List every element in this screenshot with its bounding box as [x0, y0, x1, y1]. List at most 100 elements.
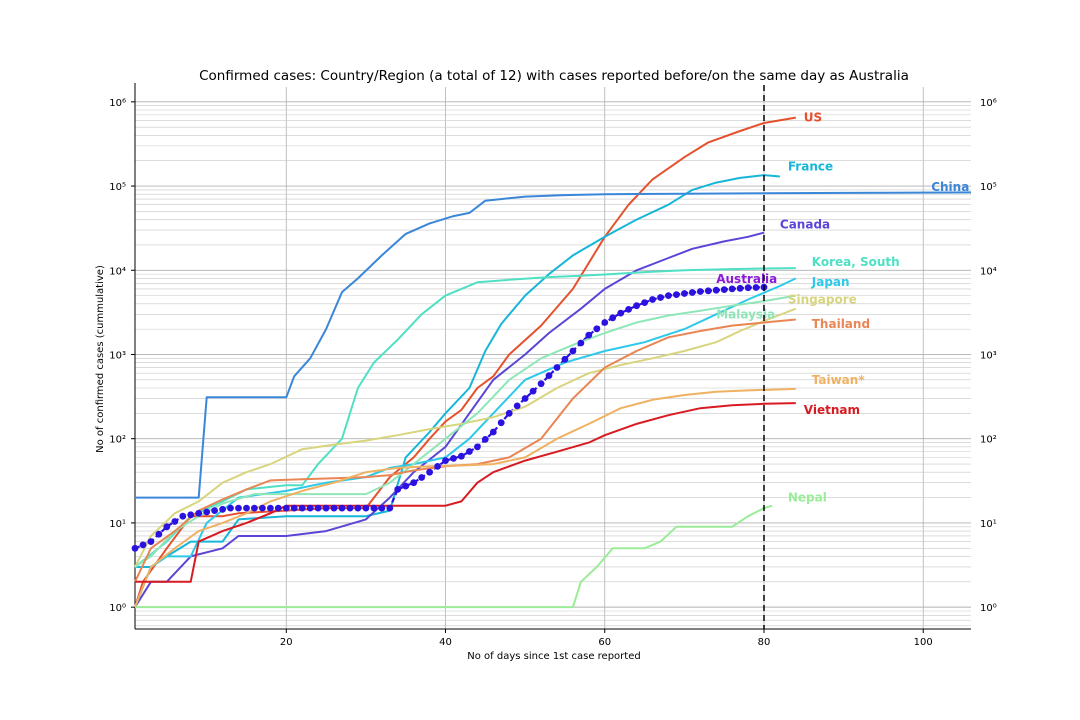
series-label: France [788, 160, 833, 174]
series-line-taiwan- [134, 387, 796, 608]
highlight-point [728, 285, 736, 293]
highlight-point [609, 314, 617, 322]
series-label: China [931, 180, 969, 194]
highlight-point [529, 387, 537, 395]
highlight-point [665, 292, 672, 299]
highlight-point [418, 474, 425, 481]
y-tick-label-left: 10² [109, 435, 126, 446]
x-ticks: 20 40 60 80 100 [280, 629, 933, 648]
series-line-singapore [134, 307, 797, 568]
highlight-point [274, 504, 282, 512]
highlight-point [290, 504, 298, 512]
highlight-point [179, 512, 187, 520]
x-tick-label: 20 [280, 637, 293, 648]
y-tick-label-right: 10⁵ [980, 182, 997, 193]
highlight-point [657, 294, 664, 301]
highlight-point [227, 504, 234, 512]
highlight-point [187, 511, 195, 519]
x-tick-label: 60 [598, 637, 611, 648]
highlight-point [537, 380, 545, 388]
highlight-point [251, 504, 258, 512]
highlight-point [155, 530, 163, 538]
highlight-point [601, 319, 609, 326]
highlight-point [720, 286, 728, 293]
highlight-point [267, 504, 274, 512]
highlight-point [426, 468, 433, 476]
highlight-point [346, 504, 354, 512]
highlight-point [497, 419, 505, 427]
highlight-point [298, 504, 306, 512]
series-label: Australia [716, 272, 777, 286]
series-line-thailand [134, 318, 796, 583]
y-tick-label-right: 10⁰ [980, 603, 997, 614]
highlight-point [736, 284, 744, 292]
y-tick-label-right: 10⁶ [980, 98, 997, 109]
highlight-point [378, 504, 386, 512]
chart-title: Confirmed cases: Country/Region (a total… [199, 68, 909, 84]
x-axis-label: No of days since 1st case reported [467, 651, 640, 662]
highlight-point [649, 296, 656, 303]
series-label: Nepal [788, 491, 827, 505]
y-axis-label: No of confirmed cases (cummulative) [95, 265, 106, 453]
series-label: Japan [811, 275, 850, 289]
series-label: Vietnam [804, 403, 860, 417]
y-tick-label-right: 10⁴ [980, 266, 997, 277]
highlight-point [171, 518, 179, 525]
highlight-point [466, 448, 473, 455]
highlight-point [704, 287, 712, 295]
highlight-point [211, 507, 219, 514]
highlight-point [410, 479, 418, 487]
highlight-point [712, 286, 720, 294]
highlight-point [235, 504, 242, 512]
series-line-vietnam [135, 402, 796, 583]
x-tick-label: 40 [439, 637, 452, 648]
highlight-point [633, 302, 640, 310]
highlight-point [195, 509, 203, 517]
series-label: Thailand [812, 317, 870, 331]
y-tick-label-right: 10² [980, 435, 997, 446]
highlight-point [362, 504, 370, 512]
series-label: Taiwan* [812, 373, 866, 387]
highlight-point [402, 482, 410, 490]
highlight-point [282, 504, 290, 512]
highlight-point [163, 523, 171, 531]
highlight-point [569, 347, 577, 355]
y-tick-label-left: 10¹ [109, 519, 126, 530]
y-tick-label-right: 10¹ [980, 519, 997, 530]
highlight-point [131, 544, 139, 552]
y-ticks: 10⁰ 10⁰ 10¹ 10¹ 10² 10² 10³ 10³ 10⁴ 10⁴ 10⁵ 10⁵ 10⁶ 1… [109, 98, 996, 614]
highlight-point [505, 409, 513, 417]
series-label: Malaysia [716, 307, 775, 321]
highlight-point [744, 284, 752, 292]
highlight-markers [131, 283, 768, 552]
highlight-point [306, 504, 314, 512]
series-label: Singapore [788, 292, 857, 306]
highlight-point [513, 402, 521, 410]
highlight-point [561, 355, 569, 363]
highlight-point [338, 504, 346, 512]
highlight-point [474, 443, 481, 451]
highlight-point [688, 289, 696, 296]
x-tick-label: 80 [758, 637, 771, 648]
highlight-point [521, 395, 529, 402]
y-tick-label-left: 10⁴ [109, 266, 126, 277]
y-tick-label-right: 10³ [980, 350, 997, 361]
highlight-point [545, 372, 553, 379]
grid [135, 87, 971, 629]
highlight-point [370, 504, 378, 512]
highlight-point [641, 299, 648, 306]
highlight-point [203, 508, 211, 516]
highlight-point [354, 504, 362, 512]
highlight-point [681, 290, 688, 297]
highlight-point [553, 364, 561, 371]
highlight-point [322, 504, 330, 512]
highlight-point [450, 455, 457, 462]
highlight-point [147, 538, 155, 545]
series-labels: US France China Canada Korea, South Australia… [716, 111, 969, 505]
highlight-point [489, 428, 497, 436]
y-tick-label-left: 10⁶ [109, 98, 126, 109]
highlight-point [386, 504, 394, 512]
highlight-point [752, 284, 760, 291]
x-tick-label: 100 [914, 637, 933, 648]
